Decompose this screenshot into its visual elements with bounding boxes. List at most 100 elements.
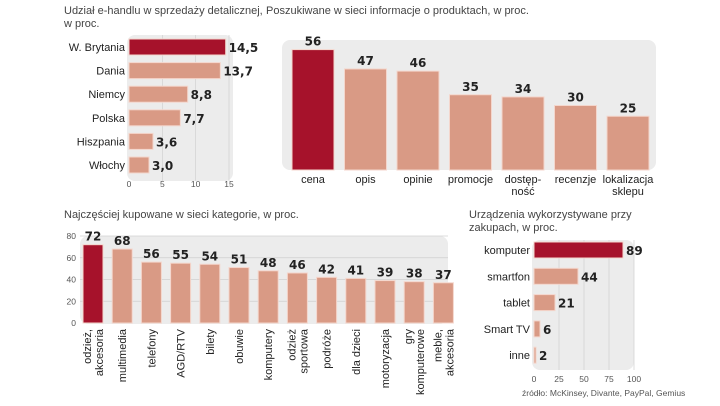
category-label-line: multimedia — [117, 328, 129, 382]
category-label-line: telefony — [146, 329, 158, 368]
tick-label: 25 — [554, 374, 564, 384]
category-label-line: AGD/RTV — [176, 328, 188, 377]
value-label: 37 — [435, 268, 452, 282]
category-label: Niemcy — [88, 89, 125, 101]
category-label-line: podróże — [322, 329, 334, 369]
category-label-line: bilety — [205, 329, 217, 355]
tick-label: 0 — [71, 318, 76, 328]
category-label-line: akcesoria — [94, 328, 106, 376]
bar — [345, 277, 367, 324]
category-label-line: motoryzacja — [380, 328, 392, 388]
category-label: podróże — [322, 329, 334, 369]
category-label-line: dla dzieci — [351, 329, 363, 375]
bar — [291, 49, 335, 171]
chart-title: Najczęściej kupowane w sieci kategorie, … — [64, 209, 299, 221]
category-label: opis — [355, 174, 376, 186]
value-label: 42 — [318, 262, 335, 276]
chart-title: zakupach, w proc. — [469, 222, 558, 234]
category-label: grykomputerowe — [403, 329, 427, 396]
value-label: 3,6 — [156, 135, 177, 149]
category-label: tablet — [503, 298, 530, 310]
value-label: 46 — [410, 56, 427, 70]
category-label: telefony — [146, 329, 158, 368]
tick-label: 20 — [67, 296, 77, 306]
category-label: multimedia — [117, 328, 129, 382]
value-label: 21 — [558, 297, 575, 311]
value-label: 25 — [620, 101, 637, 115]
category-label: sklepu — [612, 186, 644, 198]
category-label: recenzje — [555, 174, 597, 186]
bar — [396, 70, 440, 171]
bar — [128, 156, 150, 174]
value-label: 8,8 — [191, 88, 212, 102]
value-label: 2 — [539, 349, 547, 363]
bar — [140, 261, 162, 324]
tick-label: 100 — [627, 374, 641, 384]
category-label: meble,akcesoria — [432, 328, 456, 376]
bar — [533, 267, 579, 285]
value-label: 89 — [626, 244, 643, 258]
category-label-line: sportowa — [298, 328, 310, 374]
category-label: komputer — [484, 245, 530, 257]
bar — [128, 38, 227, 56]
value-label: 56 — [143, 247, 160, 261]
chart-2: Poszukiwane w sieci informacje o produkt… — [266, 5, 656, 198]
value-label: 51 — [231, 253, 248, 267]
category-label: promocje — [448, 174, 493, 186]
value-label: 14,5 — [229, 41, 259, 55]
value-label: 56 — [305, 35, 322, 49]
value-label: 38 — [406, 267, 423, 281]
bar — [533, 241, 624, 259]
value-label: 44 — [581, 270, 598, 284]
bar — [128, 132, 154, 150]
category-label: inne — [509, 350, 530, 362]
value-label: 3,0 — [152, 159, 173, 173]
tick-label: 40 — [67, 275, 77, 285]
value-label: 6 — [543, 323, 551, 337]
bar — [128, 109, 181, 127]
value-label: 35 — [462, 80, 479, 94]
value-label: 47 — [357, 54, 374, 68]
category-label: AGD/RTV — [176, 328, 188, 377]
category-label: dostęp- — [505, 174, 542, 186]
chart-title: Udział e-handlu w sprzedaży detalicznej, — [64, 5, 263, 17]
value-label: 41 — [347, 263, 364, 277]
tick-label: 50 — [579, 374, 589, 384]
category-label: odzieżsportowa — [286, 328, 310, 374]
bar — [554, 105, 597, 171]
category-label: motoryzacja — [380, 328, 392, 388]
tick-label: 60 — [67, 253, 77, 263]
source-note: źródło: McKinsey, Divante, PayPal, Gemiu… — [522, 388, 685, 398]
value-label: 7,7 — [183, 112, 204, 126]
category-label: Hiszpania — [77, 136, 126, 148]
bar — [432, 282, 454, 324]
chart-title: Poszukiwane w sieci informacje o produkt… — [266, 5, 529, 17]
category-label-line: obuwie — [234, 329, 246, 364]
category-label: Polska — [92, 113, 126, 125]
category-label-line: komputery — [263, 329, 275, 381]
category-label: obuwie — [234, 329, 246, 364]
value-label: 72 — [85, 230, 102, 244]
value-label: 13,7 — [223, 65, 253, 79]
category-label-line: komputerowe — [415, 329, 427, 395]
value-label: 54 — [201, 249, 218, 263]
category-label: Dania — [96, 66, 126, 78]
category-label: ność — [511, 186, 535, 198]
bar — [501, 96, 545, 171]
category-label: Smart TV — [484, 324, 531, 336]
bar — [82, 244, 104, 324]
bar — [199, 263, 221, 324]
bar — [128, 85, 189, 103]
category-label: dla dzieci — [351, 329, 363, 375]
chart-3: Najczęściej kupowane w sieci kategorie, … — [64, 209, 456, 395]
bar — [533, 346, 537, 364]
bar — [111, 248, 133, 324]
bar — [128, 62, 221, 80]
tick-label: 0 — [532, 374, 537, 384]
tick-label: 75 — [604, 374, 614, 384]
value-label: 55 — [172, 248, 189, 262]
chart-title: Urządzenia wykorzystywane przy — [469, 209, 632, 221]
bar — [257, 270, 279, 324]
chart-1: Udział e-handlu w sprzedaży detalicznej,… — [63, 5, 263, 189]
